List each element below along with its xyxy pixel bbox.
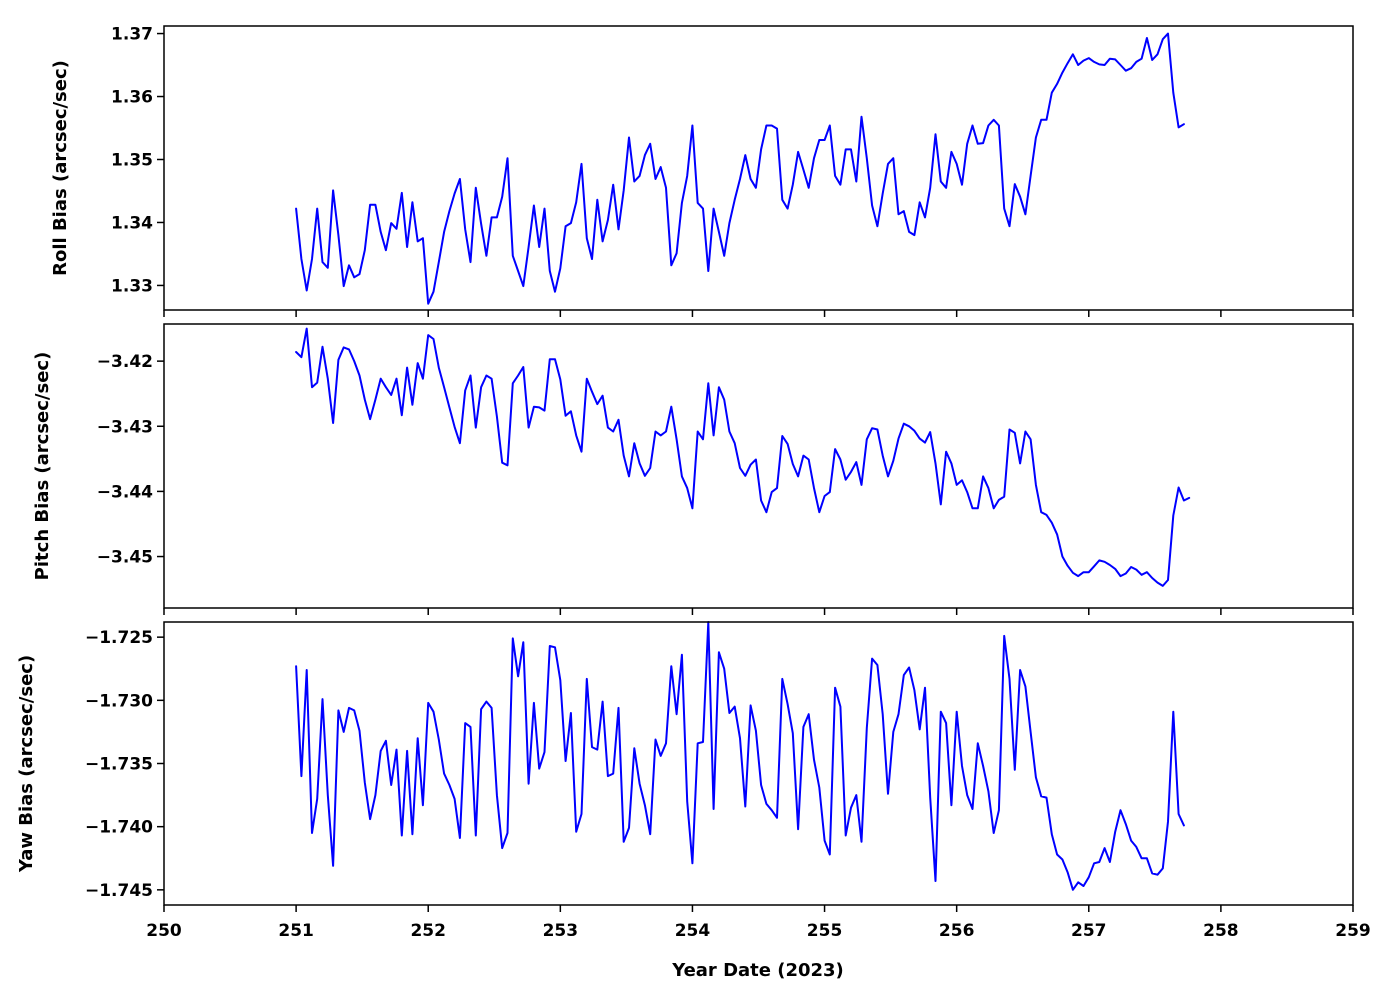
yaw-bias-y-ticks: −1.725 −1.730 −1.735 −1.740 −1.745 <box>85 628 164 901</box>
roll-bias-y-tick-label: 1.34 <box>111 213 153 233</box>
yaw-bias-y-tick-label: −1.745 <box>85 881 153 901</box>
x-tick-label: 258 <box>1203 921 1239 941</box>
roll-bias-y-axis-label: Roll Bias (arcsec/sec) <box>50 60 71 276</box>
roll-bias-y-tick-label: 1.37 <box>111 25 153 45</box>
x-tick-label: 253 <box>543 921 579 941</box>
pitch-bias-line <box>295 327 1191 587</box>
pitch-bias-y-tick-label: −3.42 <box>97 352 153 372</box>
pitch-bias-y-axis-label: Pitch Bias (arcsec/sec) <box>32 352 53 581</box>
x-tick-label: 256 <box>939 921 975 941</box>
yaw-bias-panel: −1.725 −1.730 −1.735 −1.740 −1.745 Yaw Bias … <box>16 621 1354 912</box>
pitch-bias-y-tick-label: −3.44 <box>97 482 153 502</box>
yaw-bias-plot-frame <box>163 621 1354 906</box>
x-tick-label: 251 <box>278 921 314 941</box>
roll-bias-x-ticks <box>163 310 1354 317</box>
yaw-bias-y-tick-label: −1.730 <box>85 691 153 711</box>
pitch-bias-y-ticks: −3.42 −3.43 −3.44 −3.45 <box>97 352 164 568</box>
yaw-bias-y-axis-label: Yaw Bias (arcsec/sec) <box>16 655 37 873</box>
x-tick-label: 254 <box>675 921 711 941</box>
x-tick-label: 250 <box>146 921 182 941</box>
pitch-bias-panel: −3.42 −3.43 −3.44 −3.45 Pitch Bias (arcsec/… <box>32 323 1354 615</box>
pitch-bias-x-ticks <box>163 608 1354 615</box>
roll-bias-y-tick-label: 1.33 <box>111 276 153 296</box>
x-axis-tick-labels: 250 251 252 253 254 255 256 257 258 259 <box>146 921 1371 941</box>
yaw-bias-x-ticks <box>163 905 1354 912</box>
yaw-bias-y-tick-label: −1.740 <box>85 818 153 838</box>
pitch-bias-y-tick-label: −3.43 <box>97 417 153 437</box>
roll-bias-line <box>295 32 1185 305</box>
x-tick-label: 259 <box>1335 921 1371 941</box>
x-axis-label: Year Date (2023) <box>671 960 844 981</box>
roll-bias-y-tick-label: 1.36 <box>111 88 153 108</box>
x-tick-label: 257 <box>1071 921 1107 941</box>
pitch-bias-y-tick-label: −3.45 <box>97 548 153 568</box>
yaw-bias-y-tick-label: −1.725 <box>85 628 153 648</box>
x-tick-label: 255 <box>807 921 843 941</box>
roll-bias-panel: 1.33 1.34 1.35 1.36 1.37 Roll Bias (arcsec/s… <box>50 25 1354 317</box>
roll-bias-plot-frame <box>163 25 1354 311</box>
x-tick-label: 252 <box>410 921 446 941</box>
yaw-bias-line <box>295 621 1185 891</box>
roll-bias-y-tick-label: 1.35 <box>111 150 153 170</box>
roll-bias-y-ticks: 1.33 1.34 1.35 1.36 1.37 <box>111 25 164 296</box>
pitch-bias-plot-frame <box>163 323 1354 609</box>
yaw-bias-y-tick-label: −1.735 <box>85 755 153 775</box>
